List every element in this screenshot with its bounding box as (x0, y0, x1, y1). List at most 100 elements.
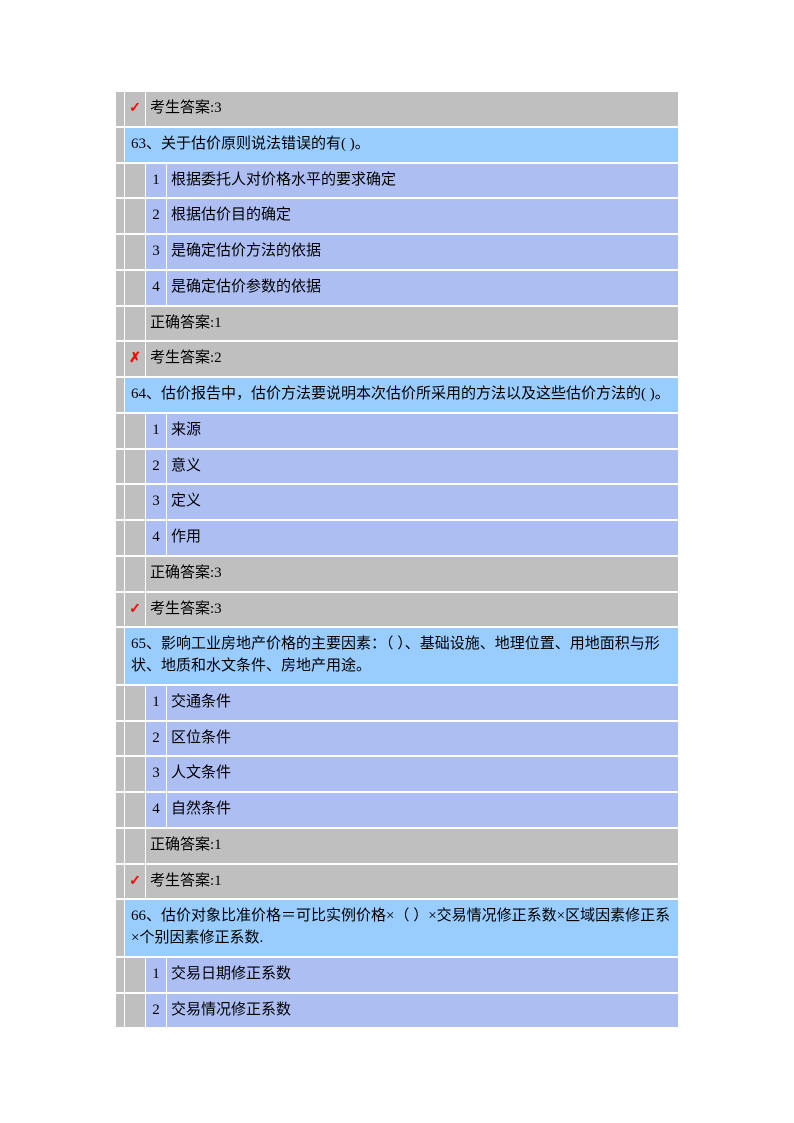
student-answer-row: ✓ 考生答案:1 (116, 865, 678, 899)
option-number: 4 (146, 271, 166, 305)
option-text: 是确定估价参数的依据 (167, 271, 678, 305)
question-row: 65、影响工业房地产价格的主要因素：（ ）、基础设施、地理位置、用地面积与形状、… (116, 628, 678, 684)
row-mark (116, 307, 124, 341)
question-row: 66、估价对象比准价格＝可比实例价格×（ ）×交易情况修正系数×区域因素修正系×… (116, 900, 678, 956)
row-mark (116, 865, 124, 899)
row-mark (116, 793, 124, 827)
option-text: 定义 (167, 485, 678, 519)
icon-cell (125, 994, 145, 1028)
option-row: 1交通条件 (116, 686, 678, 720)
option-row: 2区位条件 (116, 722, 678, 756)
row-mark (116, 593, 124, 627)
option-row: 2根据估价目的确定 (116, 199, 678, 233)
question-text: 63、关于估价原则说法错误的有( )。 (125, 128, 678, 162)
option-number: 1 (146, 958, 166, 992)
row-mark (116, 994, 124, 1028)
icon-cell (125, 271, 145, 305)
option-text: 是确定估价方法的依据 (167, 235, 678, 269)
option-row: 1交易日期修正系数 (116, 958, 678, 992)
option-text: 意义 (167, 450, 678, 484)
option-number: 4 (146, 521, 166, 555)
icon-cell (125, 235, 145, 269)
row-mark (116, 521, 124, 555)
correct-answer-text: 正确答案:1 (146, 829, 678, 863)
option-number: 2 (146, 994, 166, 1028)
row-mark (116, 686, 124, 720)
option-row: 3定义 (116, 485, 678, 519)
option-text: 根据委托人对价格水平的要求确定 (167, 164, 678, 198)
icon-cell: ✓ (125, 92, 145, 126)
row-mark (116, 485, 124, 519)
student-answer-row: ✓考生答案:3 (116, 92, 678, 126)
icon-cell (125, 450, 145, 484)
row-mark (116, 342, 124, 376)
option-text: 交通条件 (167, 686, 678, 720)
student-answer-row: ✓ 考生答案:3 (116, 593, 678, 627)
icon-cell (125, 757, 145, 791)
row-mark (116, 164, 124, 198)
option-number: 3 (146, 485, 166, 519)
student-answer-text: 考生答案:3 (146, 92, 678, 126)
option-number: 1 (146, 164, 166, 198)
student-answer-text: 考生答案:3 (146, 593, 678, 627)
row-mark (116, 628, 124, 684)
option-row: 4是确定估价参数的依据 (116, 271, 678, 305)
icon-cell: ✓ (125, 865, 145, 899)
option-text: 自然条件 (167, 793, 678, 827)
exam-table: ✓考生答案:363、关于估价原则说法错误的有( )。1根据委托人对价格水平的要求… (115, 90, 679, 1029)
option-number: 2 (146, 722, 166, 756)
option-number: 3 (146, 235, 166, 269)
row-mark (116, 378, 124, 412)
option-number: 2 (146, 450, 166, 484)
option-text: 交易情况修正系数 (167, 994, 678, 1028)
icon-cell (125, 686, 145, 720)
row-mark (116, 829, 124, 863)
correct-answer-text: 正确答案:1 (146, 307, 678, 341)
icon-cell (125, 829, 145, 863)
row-mark (116, 271, 124, 305)
option-text: 根据估价目的确定 (167, 199, 678, 233)
icon-cell: ✓ (125, 593, 145, 627)
row-mark (116, 92, 124, 126)
question-row: 63、关于估价原则说法错误的有( )。 (116, 128, 678, 162)
option-text: 交易日期修正系数 (167, 958, 678, 992)
icon-cell (125, 307, 145, 341)
question-text: 65、影响工业房地产价格的主要因素：（ ）、基础设施、地理位置、用地面积与形状、… (125, 628, 678, 684)
icon-cell (125, 793, 145, 827)
option-row: 1根据委托人对价格水平的要求确定 (116, 164, 678, 198)
correct-answer-row: 正确答案:1 (116, 307, 678, 341)
row-mark (116, 900, 124, 956)
option-row: 1来源 (116, 414, 678, 448)
option-number: 2 (146, 199, 166, 233)
student-answer-text: 考生答案:1 (146, 865, 678, 899)
check-icon: ✓ (129, 602, 141, 617)
option-row: 3人文条件 (116, 757, 678, 791)
icon-cell: ✗ (125, 342, 145, 376)
option-text: 作用 (167, 521, 678, 555)
row-mark (116, 450, 124, 484)
row-mark (116, 414, 124, 448)
correct-answer-row: 正确答案:3 (116, 557, 678, 591)
cross-icon: ✗ (129, 351, 141, 366)
option-number: 1 (146, 686, 166, 720)
icon-cell (125, 164, 145, 198)
option-text: 来源 (167, 414, 678, 448)
row-mark (116, 235, 124, 269)
option-row: 3是确定估价方法的依据 (116, 235, 678, 269)
icon-cell (125, 485, 145, 519)
student-answer-text: 考生答案:2 (146, 342, 678, 376)
row-mark (116, 958, 124, 992)
option-number: 3 (146, 757, 166, 791)
check-icon: ✓ (129, 874, 141, 889)
icon-cell (125, 199, 145, 233)
option-number: 4 (146, 793, 166, 827)
row-mark (116, 128, 124, 162)
option-row: 4作用 (116, 521, 678, 555)
question-text: 64、估价报告中，估价方法要说明本次估价所采用的方法以及这些估价方法的( )。 (125, 378, 678, 412)
option-row: 4自然条件 (116, 793, 678, 827)
correct-answer-row: 正确答案:1 (116, 829, 678, 863)
option-number: 1 (146, 414, 166, 448)
icon-cell (125, 414, 145, 448)
row-mark (116, 199, 124, 233)
row-mark (116, 557, 124, 591)
